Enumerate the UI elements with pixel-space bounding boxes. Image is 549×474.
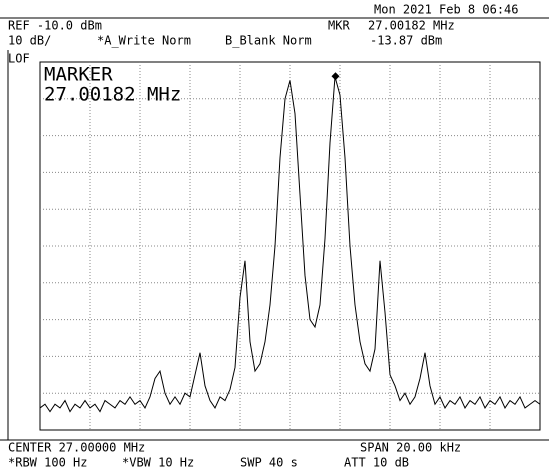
lof: LOF [8, 52, 30, 66]
marker-freq: 27.00182 MHz [368, 19, 455, 33]
center: CENTER 27.00000 MHz [8, 441, 145, 455]
marker-diamond [331, 72, 340, 81]
trace-a: *A_Write Norm [97, 34, 191, 48]
span: SPAN 20.00 kHz [360, 441, 461, 455]
ref-level: REF -10.0 dBm [8, 19, 102, 33]
marker-level: -13.87 dBm [370, 34, 442, 48]
scale: 10 dB/ [8, 34, 51, 48]
datetime: Mon 2021 Feb 8 06:46 [374, 3, 519, 17]
sweep: SWP 40 s [240, 456, 298, 470]
trace [39, 76, 541, 413]
marker-title: MARKER [44, 64, 113, 86]
attenuation: ATT 10 dB [344, 456, 409, 470]
trace-b: B_Blank Norm [225, 34, 312, 48]
vbw: *VBW 10 Hz [122, 456, 194, 470]
rbw: *RBW 100 Hz [8, 456, 87, 470]
marker-readout: 27.00182 MHz [44, 84, 181, 106]
marker-label: MKR [328, 19, 350, 33]
